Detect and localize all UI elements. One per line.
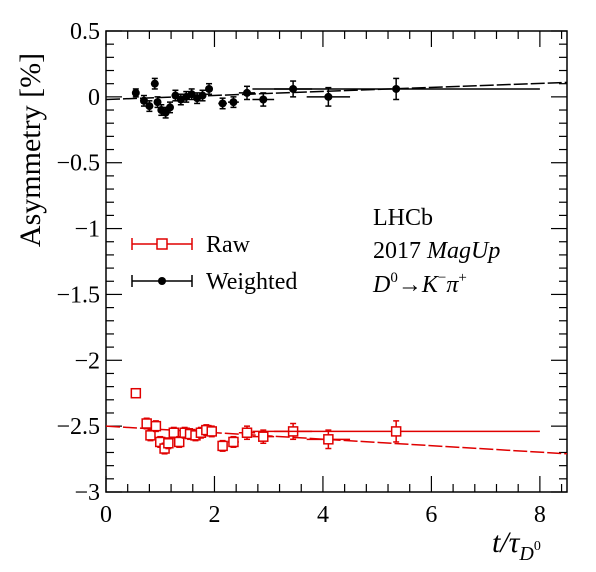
legend-entry-raw: Raw bbox=[131, 232, 251, 258]
marker-circle bbox=[324, 92, 333, 101]
marker-circle bbox=[145, 102, 154, 111]
y-tick-label: 0.5 bbox=[70, 19, 100, 45]
marker-square bbox=[206, 426, 218, 437]
x-tick-label: 8 bbox=[534, 502, 546, 528]
marker-circle bbox=[229, 98, 238, 107]
year-polarity-label: 2017 MagUp bbox=[373, 238, 500, 264]
marker-square bbox=[168, 427, 180, 438]
data-point bbox=[130, 387, 142, 399]
data-point bbox=[252, 420, 540, 443]
x-tick-label: 2 bbox=[208, 502, 220, 528]
data-point bbox=[238, 85, 256, 101]
legend-entry-weighted: Weighted bbox=[131, 269, 297, 295]
data-point bbox=[145, 100, 154, 113]
marker-square bbox=[390, 426, 402, 437]
data-point bbox=[217, 439, 228, 452]
x-tick-label: 4 bbox=[317, 502, 329, 528]
marker-circle bbox=[205, 84, 214, 93]
marker-square bbox=[228, 436, 239, 448]
data-point bbox=[218, 97, 227, 110]
data-points bbox=[130, 77, 540, 455]
marker-square bbox=[150, 420, 162, 432]
data-point bbox=[252, 92, 275, 107]
data-point bbox=[173, 435, 185, 448]
axis-ticks bbox=[105, 30, 567, 493]
y-tick-label: −2.5 bbox=[56, 414, 100, 440]
marker-square bbox=[258, 431, 269, 442]
marker-square bbox=[130, 387, 142, 399]
data-point bbox=[206, 425, 218, 438]
x-tick-label: 6 bbox=[425, 502, 437, 528]
marker-square bbox=[241, 427, 253, 438]
x-tick-label: 0 bbox=[100, 502, 112, 528]
data-point bbox=[163, 437, 174, 450]
marker-square bbox=[145, 430, 156, 441]
marker-square bbox=[173, 436, 185, 448]
data-point bbox=[153, 96, 162, 109]
series-weighted bbox=[131, 77, 540, 119]
data-point bbox=[150, 420, 162, 433]
legend-label-weighted: Weighted bbox=[206, 269, 297, 295]
marker-circle bbox=[218, 99, 227, 108]
tick-labels: 0 2 4 6 8 −3 −2.5 −2 −1.5 −1 −0.5 0 0.5 bbox=[56, 19, 545, 528]
data-point bbox=[145, 429, 156, 442]
annotation: LHCb 2017 MagUp D0→K−π+ bbox=[372, 205, 500, 298]
marker-square bbox=[217, 440, 228, 452]
y-tick-label: −0.5 bbox=[56, 151, 100, 177]
data-point bbox=[228, 96, 239, 109]
legend-label-raw: Raw bbox=[206, 232, 251, 258]
marker-circle bbox=[392, 84, 401, 93]
marker-square bbox=[163, 438, 174, 449]
data-point bbox=[306, 86, 351, 107]
decay-label: D0→K−π+ bbox=[372, 270, 467, 298]
data-point bbox=[306, 429, 351, 450]
fit-lines bbox=[105, 81, 568, 455]
series-raw bbox=[130, 387, 540, 455]
marker-circle bbox=[198, 91, 207, 100]
marker-circle bbox=[139, 96, 148, 105]
marker-circle bbox=[165, 103, 174, 112]
data-point bbox=[198, 89, 207, 102]
marker-circle bbox=[161, 108, 170, 117]
y-tick-label: −1.5 bbox=[56, 282, 100, 308]
data-point bbox=[252, 77, 540, 101]
plot-frame bbox=[105, 30, 568, 493]
x-axis-title: t/τD0 bbox=[492, 526, 541, 565]
data-point bbox=[141, 417, 152, 430]
experiment-label: LHCb bbox=[373, 205, 433, 231]
data-point bbox=[168, 426, 180, 439]
marker-circle bbox=[243, 88, 252, 97]
y-axis-title: Asymmetry [%] bbox=[14, 53, 47, 247]
data-point bbox=[238, 425, 256, 441]
marker-circle bbox=[259, 95, 268, 104]
marker-square bbox=[141, 418, 152, 429]
y-tick-label: −2 bbox=[74, 348, 100, 374]
y-tick-label: 0 bbox=[88, 85, 100, 111]
marker-square bbox=[323, 434, 334, 445]
data-point bbox=[187, 88, 196, 101]
data-point bbox=[165, 101, 174, 114]
data-point bbox=[252, 429, 275, 445]
legend: Raw Weighted bbox=[131, 232, 297, 295]
y-tick-label: −1 bbox=[74, 217, 100, 243]
marker-circle bbox=[131, 88, 140, 97]
marker-circle bbox=[150, 79, 159, 88]
y-tick-label: −3 bbox=[74, 480, 100, 506]
data-point bbox=[205, 82, 214, 95]
data-point bbox=[131, 88, 140, 98]
data-point bbox=[150, 77, 159, 90]
data-point bbox=[228, 435, 239, 448]
data-point bbox=[193, 92, 202, 105]
